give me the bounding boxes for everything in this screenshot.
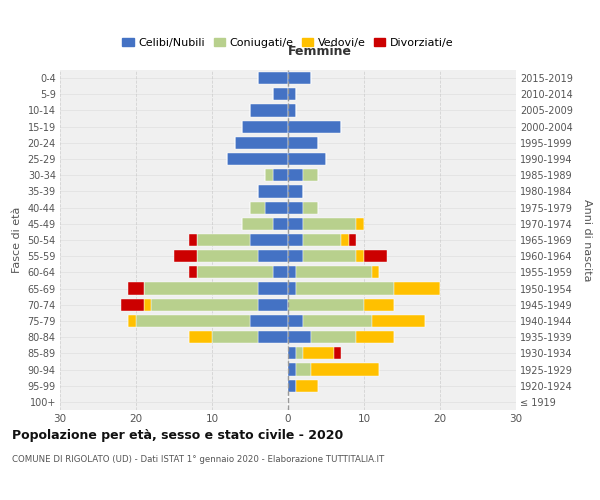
Bar: [288, 153, 326, 165]
Bar: [288, 250, 303, 262]
Bar: [257, 250, 288, 262]
Bar: [296, 348, 303, 360]
Bar: [288, 120, 341, 132]
Bar: [235, 137, 288, 149]
Bar: [189, 234, 197, 246]
Bar: [143, 298, 151, 311]
Bar: [364, 298, 394, 311]
Bar: [288, 298, 364, 311]
Bar: [288, 72, 311, 84]
Bar: [303, 234, 341, 246]
Bar: [288, 266, 296, 278]
Bar: [250, 202, 265, 213]
Bar: [303, 348, 334, 360]
Bar: [128, 315, 136, 327]
Bar: [296, 266, 371, 278]
Bar: [174, 250, 197, 262]
Bar: [311, 364, 379, 376]
Bar: [197, 266, 273, 278]
Bar: [296, 364, 311, 376]
Bar: [334, 348, 341, 360]
Bar: [288, 315, 303, 327]
Bar: [288, 331, 311, 343]
Bar: [212, 331, 257, 343]
Bar: [288, 218, 303, 230]
Bar: [349, 234, 356, 246]
Bar: [197, 250, 257, 262]
Bar: [288, 348, 296, 360]
Bar: [288, 282, 296, 294]
Bar: [371, 315, 425, 327]
Bar: [303, 202, 319, 213]
Bar: [273, 218, 288, 230]
Bar: [250, 315, 288, 327]
Bar: [288, 234, 303, 246]
Bar: [121, 298, 143, 311]
Bar: [197, 234, 250, 246]
Legend: Celibi/Nubili, Coniugati/e, Vedovi/e, Divorziati/e: Celibi/Nubili, Coniugati/e, Vedovi/e, Di…: [122, 38, 454, 48]
Bar: [257, 331, 288, 343]
Bar: [242, 218, 273, 230]
Bar: [296, 282, 394, 294]
Bar: [303, 218, 356, 230]
Bar: [151, 298, 257, 311]
Bar: [288, 169, 303, 181]
Bar: [303, 169, 319, 181]
Bar: [303, 250, 356, 262]
Bar: [356, 250, 364, 262]
Bar: [250, 104, 288, 117]
Bar: [288, 364, 296, 376]
Bar: [288, 88, 296, 101]
Bar: [356, 331, 394, 343]
Bar: [303, 315, 371, 327]
Text: Femmine: Femmine: [288, 45, 352, 58]
Bar: [273, 169, 288, 181]
Bar: [128, 282, 143, 294]
Bar: [257, 186, 288, 198]
Bar: [394, 282, 440, 294]
Bar: [265, 169, 273, 181]
Bar: [273, 88, 288, 101]
Bar: [257, 72, 288, 84]
Y-axis label: Fasce di età: Fasce di età: [12, 207, 22, 273]
Bar: [265, 202, 288, 213]
Bar: [364, 250, 387, 262]
Bar: [288, 137, 319, 149]
Bar: [136, 315, 250, 327]
Bar: [288, 202, 303, 213]
Bar: [311, 331, 356, 343]
Bar: [341, 234, 349, 246]
Bar: [189, 266, 197, 278]
Bar: [143, 282, 257, 294]
Bar: [189, 331, 212, 343]
Bar: [288, 104, 296, 117]
Bar: [257, 298, 288, 311]
Bar: [227, 153, 288, 165]
Bar: [296, 380, 319, 392]
Bar: [250, 234, 288, 246]
Bar: [288, 380, 296, 392]
Bar: [257, 282, 288, 294]
Text: Popolazione per età, sesso e stato civile - 2020: Popolazione per età, sesso e stato civil…: [12, 430, 343, 442]
Bar: [288, 186, 303, 198]
Bar: [242, 120, 288, 132]
Bar: [273, 266, 288, 278]
Text: COMUNE DI RIGOLATO (UD) - Dati ISTAT 1° gennaio 2020 - Elaborazione TUTTITALIA.I: COMUNE DI RIGOLATO (UD) - Dati ISTAT 1° …: [12, 455, 384, 464]
Bar: [371, 266, 379, 278]
Bar: [356, 218, 364, 230]
Y-axis label: Anni di nascita: Anni di nascita: [583, 198, 592, 281]
